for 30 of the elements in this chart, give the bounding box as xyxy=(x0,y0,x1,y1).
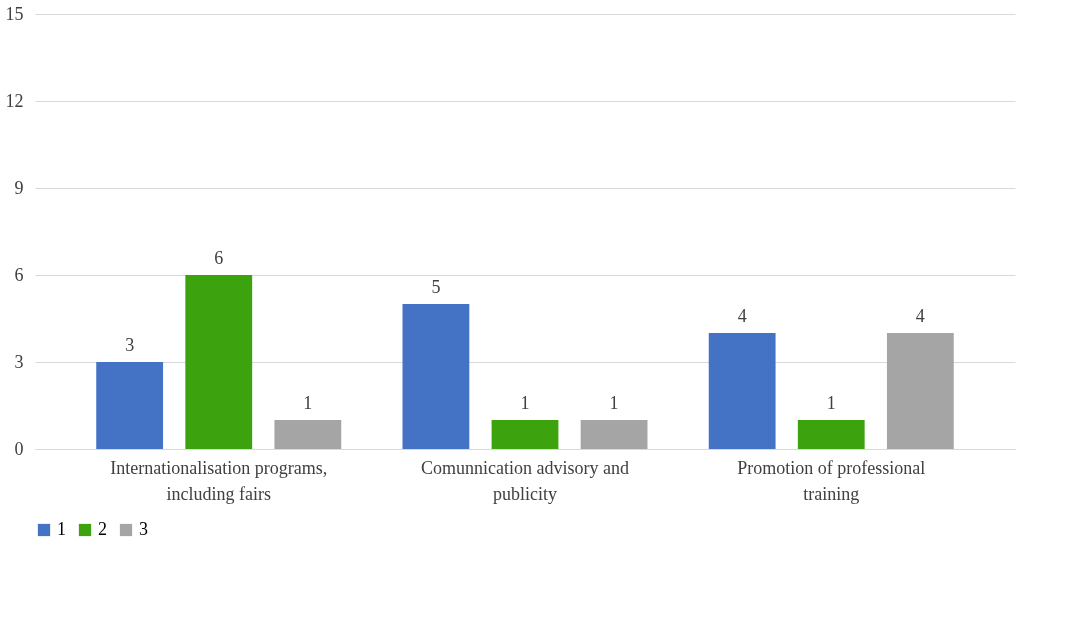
legend-label: 1 xyxy=(57,519,66,539)
data-label: 5 xyxy=(431,277,441,297)
y-tick-label: 0 xyxy=(14,438,24,459)
bar xyxy=(402,304,470,449)
y-tick-label: 15 xyxy=(5,3,24,24)
data-label: 1 xyxy=(303,393,313,413)
y-tick-label: 9 xyxy=(14,177,24,198)
legend-label: 3 xyxy=(139,519,148,539)
bar xyxy=(580,420,648,449)
x-tick-label: Internationalisation programs, including fairs xyxy=(110,457,328,504)
y-tick-label: 12 xyxy=(5,90,24,111)
legend-label: 2 xyxy=(98,519,107,539)
bar xyxy=(185,275,253,449)
bar xyxy=(886,333,954,449)
data-label: 4 xyxy=(737,306,747,326)
data-label: 1 xyxy=(609,393,619,413)
data-label: 6 xyxy=(214,248,224,268)
bar xyxy=(491,420,559,449)
data-label: 4 xyxy=(915,306,925,326)
y-tick-label: 6 xyxy=(14,264,24,285)
bar xyxy=(274,420,342,449)
data-label: 1 xyxy=(826,393,836,413)
data-label: 3 xyxy=(125,335,135,355)
bar xyxy=(96,362,164,449)
x-tick-label: Comunnication advisory and publicity xyxy=(421,457,629,504)
x-tick-label: Promotion of professional training xyxy=(737,457,926,504)
data-label: 1 xyxy=(520,393,530,413)
bar xyxy=(708,333,776,449)
bar xyxy=(797,420,865,449)
y-tick-label: 3 xyxy=(14,351,24,372)
